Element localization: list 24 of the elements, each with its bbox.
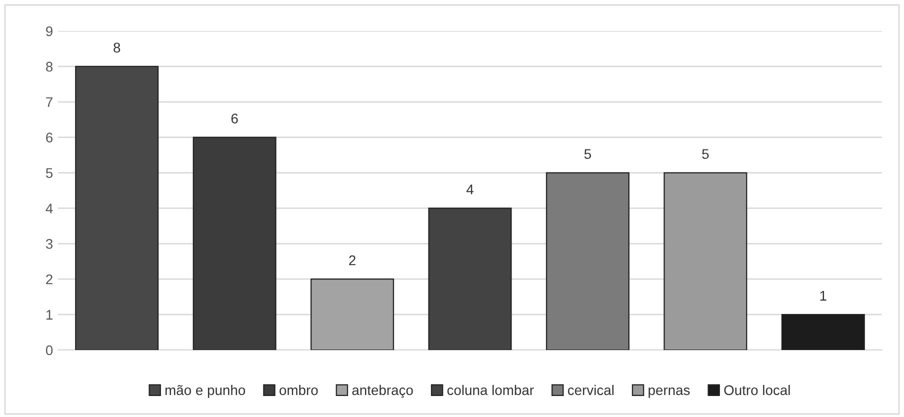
legend-label: coluna lombar — [447, 384, 534, 396]
legend-label: cervical — [568, 384, 614, 396]
legend-label: antebraço — [352, 384, 413, 398]
y-tick-label: 6 — [46, 132, 53, 143]
y-tick-label: 5 — [46, 168, 53, 178]
data-label: 8 — [114, 42, 120, 53]
y-tick-label: 9 — [46, 26, 52, 36]
data-label: 6 — [231, 114, 238, 124]
legend-label: mão e punho — [165, 384, 246, 398]
legend-label: Outro local — [724, 384, 790, 396]
y-tick-label: 7 — [46, 97, 52, 107]
legend-label: pernas — [648, 387, 690, 398]
data-label: 4 — [466, 184, 474, 194]
y-tick-label: 8 — [46, 62, 53, 72]
data-label: 1 — [820, 291, 826, 301]
data-label: 2 — [349, 255, 356, 266]
legend-label: ombro — [280, 384, 318, 396]
y-tick-label: 0 — [46, 345, 53, 356]
data-label: 5 — [702, 149, 709, 159]
y-tick-label: 4 — [46, 204, 53, 214]
y-tick-label: 2 — [46, 274, 52, 284]
y-tick-label: 3 — [46, 239, 53, 249]
y-tick-label: 1 — [46, 310, 52, 320]
data-label: 5 — [584, 149, 591, 159]
